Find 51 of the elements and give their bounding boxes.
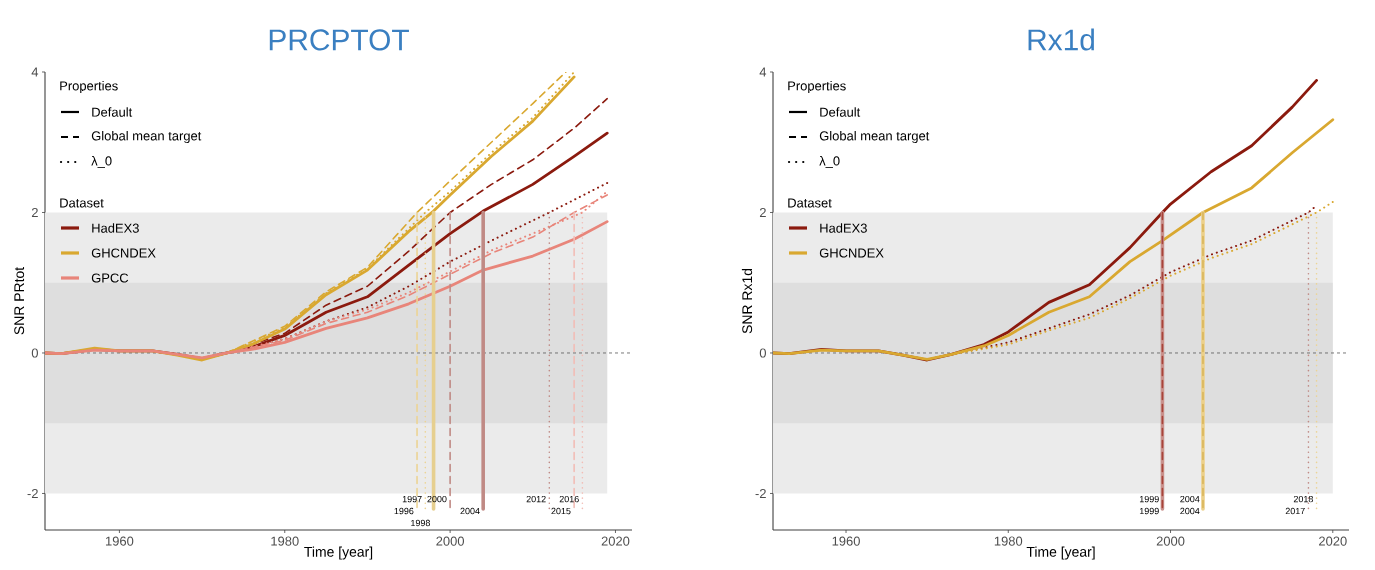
chart-title: PRCPTOT bbox=[269, 29, 409, 51]
ref-line-label: 2018 bbox=[1293, 495, 1313, 503]
ref-line-label: 1996 bbox=[394, 507, 414, 515]
annotation: λ_0 bbox=[91, 156, 112, 168]
annotation: λ_0 bbox=[819, 156, 840, 168]
annotation: Global mean target bbox=[819, 130, 930, 144]
x-tick-label: 1960 bbox=[105, 536, 134, 546]
ref-line-label: 2017 bbox=[1285, 507, 1305, 515]
ref-line-label: 2016 bbox=[559, 495, 579, 503]
x-axis-title: Time [year] bbox=[304, 546, 373, 560]
ref-line-label: 1999 bbox=[1139, 507, 1159, 515]
ref-line-label: 2012 bbox=[526, 495, 546, 503]
x-tick-label: 2020 bbox=[1319, 536, 1347, 546]
x-tick-label: 2000 bbox=[1156, 536, 1185, 546]
x-tick-label: 1980 bbox=[994, 536, 1023, 546]
ref-line-label: 2004 bbox=[460, 507, 480, 515]
y-tick-label: 0 bbox=[759, 348, 766, 358]
chart-title: Rx1d bbox=[1028, 28, 1094, 51]
ref-line-label: 2004 bbox=[1180, 495, 1200, 503]
ref-line-label: 2004 bbox=[1180, 507, 1200, 515]
y-tick-label: 4 bbox=[759, 67, 767, 77]
y-axis-title: SNR Rx1d bbox=[741, 268, 753, 334]
annotation: Default bbox=[92, 107, 133, 117]
legend-title: Dataset bbox=[60, 198, 104, 208]
x-tick-label: 1960 bbox=[832, 536, 860, 546]
ref-line-label: 1998 bbox=[411, 519, 430, 527]
x-tick-label: 2000 bbox=[436, 536, 465, 546]
y-tick-label: 2 bbox=[759, 207, 766, 218]
y-axis-title: SNR PRtot bbox=[14, 267, 25, 335]
y-tick-label: 4 bbox=[31, 67, 39, 77]
legend-title: Dataset bbox=[788, 198, 832, 208]
annotation: Properties bbox=[60, 80, 118, 94]
x-tick-label: 2020 bbox=[601, 536, 630, 546]
y-tick-label: 0 bbox=[31, 348, 38, 358]
legend-label: GPCC bbox=[91, 273, 129, 283]
x-axis-title: Time [year] bbox=[1026, 546, 1095, 560]
y-tick-label: -2 bbox=[27, 488, 38, 498]
y-tick-label: 2 bbox=[31, 207, 38, 218]
x-tick-label: 1980 bbox=[271, 536, 299, 546]
ref-line-label: 1997 bbox=[402, 495, 422, 503]
legend-label: GHCNDEX bbox=[91, 248, 156, 258]
y-tick-label: -2 bbox=[755, 488, 766, 498]
ref-line-label: 1999 bbox=[1139, 495, 1159, 503]
annotation: Properties bbox=[788, 80, 846, 94]
legend-label: HadEX3 bbox=[820, 223, 867, 233]
annotation: Global mean target bbox=[91, 130, 202, 144]
ref-line-label: 2000 bbox=[427, 495, 447, 503]
ref-line-label: 2015 bbox=[551, 507, 571, 515]
legend-label: HadEX3 bbox=[92, 223, 139, 233]
annotation: Default bbox=[820, 107, 861, 117]
legend-label: GHCNDEX bbox=[819, 248, 884, 258]
